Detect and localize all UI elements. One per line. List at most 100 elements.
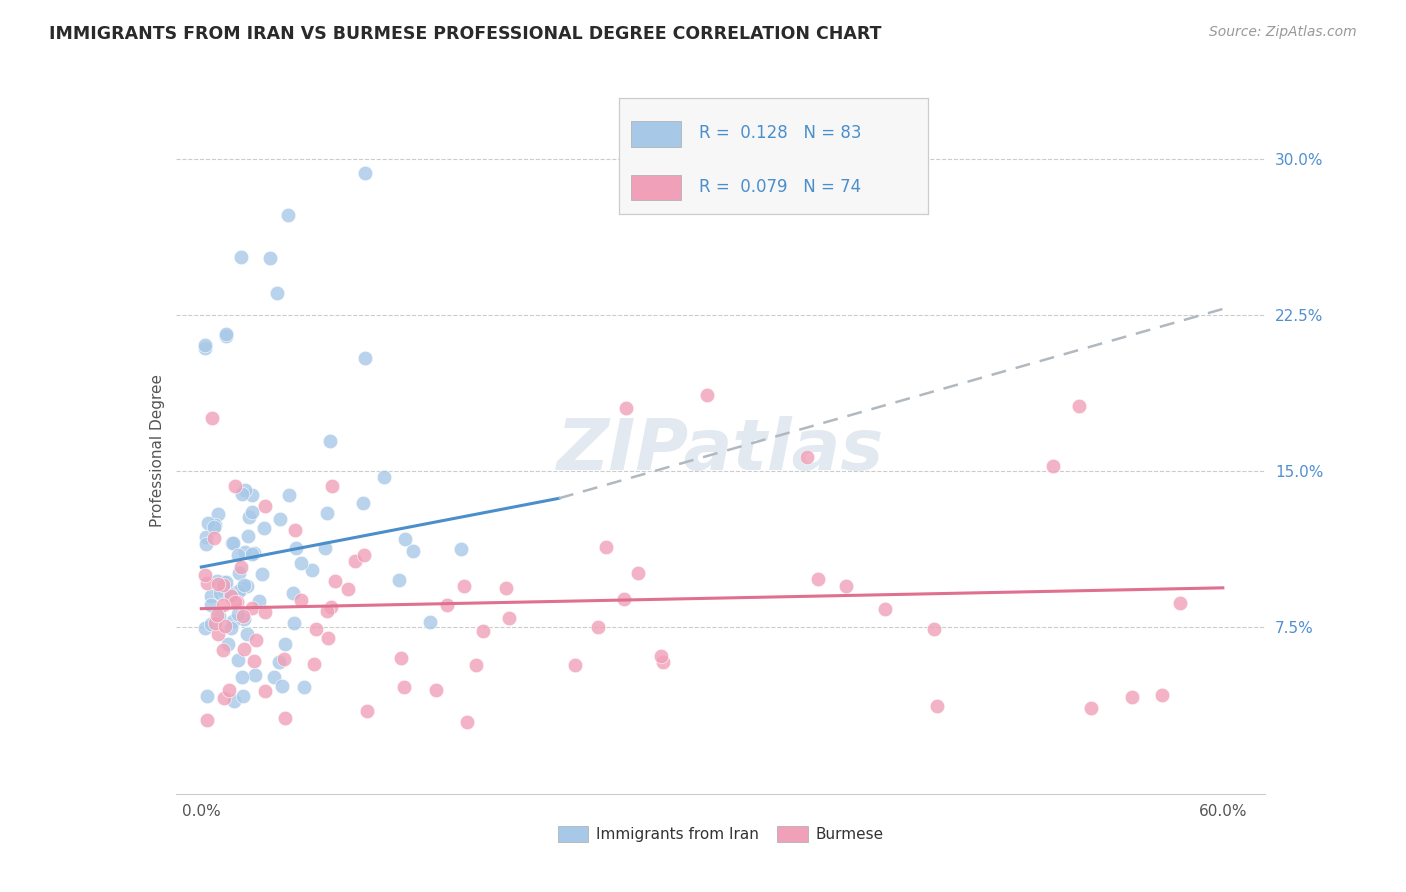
Point [226, 607, 249, 621]
Point [214, 575, 236, 590]
Y-axis label: Professional Degree: Professional Degree [149, 374, 165, 527]
FancyBboxPatch shape [631, 175, 681, 200]
Point [235, 545, 257, 559]
Point [595, 540, 617, 554]
Point [236, 579, 259, 593]
Point [453, 579, 475, 593]
Point [402, 544, 425, 558]
Point [315, 506, 337, 520]
Text: IMMIGRANTS FROM IRAN VS BURMESE PROFESSIONAL DEGREE CORRELATION CHART: IMMIGRANTS FROM IRAN VS BURMESE PROFESSI… [49, 25, 882, 43]
Point [232, 578, 254, 592]
Point [267, 655, 290, 669]
Point [214, 582, 236, 597]
Point [1042, 458, 1064, 473]
Point [650, 649, 672, 664]
Point [215, 329, 238, 343]
Point [195, 575, 218, 590]
Point [224, 594, 246, 608]
Point [875, 602, 897, 616]
Point [835, 579, 858, 593]
Point [211, 575, 233, 590]
Text: ZIPatlas: ZIPatlas [557, 416, 884, 485]
Point [228, 583, 250, 598]
Point [253, 521, 276, 535]
Point [696, 388, 718, 402]
Point [498, 611, 520, 625]
Point [253, 605, 276, 619]
Point [806, 572, 828, 586]
Point [195, 690, 218, 704]
Point [290, 556, 312, 570]
Point [214, 618, 236, 632]
Point [240, 600, 263, 615]
Point [240, 488, 263, 502]
Point [232, 609, 254, 624]
Point [389, 651, 412, 665]
Point [232, 689, 254, 703]
Point [212, 691, 235, 706]
Point [212, 578, 235, 592]
Point [796, 450, 818, 464]
Point [314, 541, 336, 555]
Point [219, 587, 242, 601]
Point [204, 518, 226, 533]
Point [233, 642, 256, 657]
Point [305, 622, 328, 636]
Point [233, 483, 256, 498]
Point [495, 581, 517, 595]
Point [194, 568, 217, 582]
Point [450, 541, 472, 556]
Point [352, 496, 374, 510]
Point [226, 653, 249, 667]
Point [231, 670, 253, 684]
Point [252, 567, 274, 582]
Point [253, 499, 276, 513]
Point [337, 582, 360, 597]
Point [456, 714, 478, 729]
Point [1080, 701, 1102, 715]
Point [215, 326, 238, 341]
Point [194, 341, 217, 355]
Point [229, 250, 252, 264]
Point [200, 598, 222, 612]
Point [373, 470, 395, 484]
Point [228, 566, 250, 581]
Point [613, 592, 636, 607]
Point [254, 683, 277, 698]
Point [219, 589, 242, 603]
Point [277, 208, 299, 222]
Point [194, 537, 217, 551]
Point [233, 612, 256, 626]
Point [277, 488, 299, 502]
Point [212, 582, 235, 597]
Point [343, 554, 366, 568]
Point [217, 637, 239, 651]
Point [353, 166, 375, 180]
Point [614, 401, 637, 416]
Point [222, 536, 245, 550]
Point [194, 622, 217, 636]
Point [231, 487, 253, 501]
Point [269, 512, 291, 526]
Point [221, 536, 243, 550]
Point [627, 566, 650, 580]
Point [226, 548, 249, 562]
Point [266, 285, 288, 300]
Point [283, 615, 305, 630]
Point [319, 434, 342, 448]
Point [927, 698, 949, 713]
Point [245, 632, 267, 647]
Point [200, 617, 222, 632]
Point [301, 563, 323, 577]
Point [240, 547, 263, 561]
Point [394, 532, 416, 546]
Point [204, 615, 226, 630]
Point [200, 589, 222, 603]
Point [195, 713, 218, 727]
Point [1121, 690, 1143, 704]
Point [922, 623, 945, 637]
Point [197, 516, 219, 530]
Point [263, 670, 285, 684]
Point [425, 683, 447, 698]
Point [465, 658, 488, 673]
